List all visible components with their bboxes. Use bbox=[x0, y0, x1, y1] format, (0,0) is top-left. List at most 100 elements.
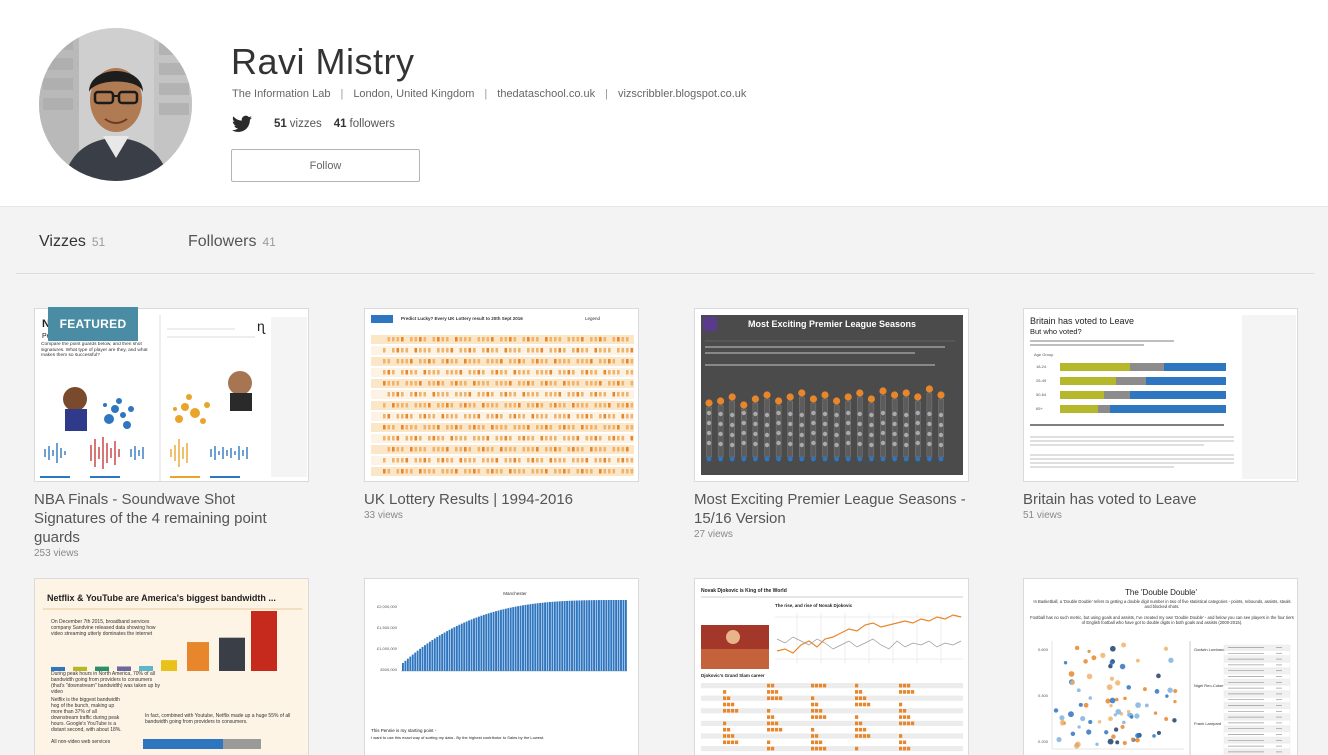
sales-bar bbox=[470, 619, 473, 671]
viz-thumbnail[interactable]: Britain has voted to Leave But who voted… bbox=[1023, 308, 1298, 482]
team-point bbox=[915, 420, 920, 426]
team-point bbox=[857, 421, 862, 427]
grid-cell bbox=[446, 370, 449, 375]
grid-cell bbox=[504, 447, 508, 452]
grid-cell bbox=[396, 392, 400, 397]
viz-thumbnail[interactable]: Manchester £2,000,000 £1,500,000 £1,000,… bbox=[364, 578, 639, 755]
grid-cell bbox=[383, 425, 386, 430]
player-point bbox=[1083, 702, 1089, 708]
career-cell bbox=[899, 721, 903, 726]
player-point bbox=[1115, 697, 1119, 702]
grid-cell bbox=[513, 348, 517, 353]
grid-cell bbox=[441, 337, 445, 342]
viz-thumbnail[interactable]: Novak Djokovic is King of the World The … bbox=[694, 578, 969, 755]
career-cell bbox=[859, 727, 863, 732]
sales-bar bbox=[441, 633, 444, 671]
viz-title[interactable]: UK Lottery Results | 1994-2016 bbox=[364, 491, 574, 508]
viz-card-brexit[interactable]: Britain has voted to Leave But who voted… bbox=[1023, 308, 1298, 521]
website-link-2[interactable]: vizscribbler.blogspot.co.uk bbox=[617, 88, 747, 100]
sales-bar bbox=[624, 600, 627, 671]
career-cell bbox=[811, 702, 815, 707]
grid-cell bbox=[383, 370, 386, 375]
grid-cell bbox=[450, 370, 454, 375]
player-point bbox=[1173, 699, 1177, 704]
viz-thumbnail[interactable]: Netflix & YouTube are America's biggest … bbox=[34, 578, 309, 755]
tab-followers[interactable]: Followers 41 bbox=[188, 233, 276, 251]
grid-cell bbox=[612, 436, 616, 441]
sales-bar bbox=[578, 600, 581, 671]
grid-cell bbox=[455, 370, 458, 375]
grid-cell bbox=[527, 392, 530, 397]
grid-cell bbox=[482, 381, 485, 386]
grid-cell bbox=[626, 392, 629, 397]
grid-cell bbox=[437, 425, 440, 430]
grid-cell bbox=[626, 403, 629, 408]
viz-card-nba[interactable]: FEATURED N Pe ɳ Compare the point guards… bbox=[34, 307, 309, 559]
player-point bbox=[1142, 687, 1147, 692]
grid-cell bbox=[608, 359, 611, 364]
tab-vizzes[interactable]: Vizzes 51 bbox=[39, 233, 105, 251]
sales-bar bbox=[451, 628, 453, 671]
viz-card-djokovic[interactable]: Novak Djokovic is King of the World The … bbox=[694, 578, 969, 755]
viz-card-manchester[interactable]: Manchester £2,000,000 £1,500,000 £1,000,… bbox=[364, 578, 639, 755]
viz-card-netflix[interactable]: Netflix & YouTube are America's biggest … bbox=[34, 578, 309, 755]
career-cell bbox=[855, 690, 859, 694]
grid-cell bbox=[396, 348, 400, 353]
career-cell bbox=[855, 683, 859, 688]
grid-cell bbox=[495, 469, 499, 474]
viz-title[interactable]: Most Exciting Premier League Seasons - 1… bbox=[694, 491, 966, 527]
grid-cell bbox=[518, 370, 521, 375]
grid-cell bbox=[392, 447, 395, 452]
grid-cell bbox=[576, 381, 580, 386]
career-cell bbox=[899, 709, 903, 713]
viz-thumbnail[interactable]: Predict Lucky? Every UK Lottery result t… bbox=[364, 308, 639, 482]
career-cell bbox=[811, 715, 815, 719]
grid-cell bbox=[630, 425, 634, 430]
grid-cell bbox=[554, 348, 557, 353]
viz-card-lottery[interactable]: Predict Lucky? Every UK Lottery result t… bbox=[364, 308, 639, 521]
viz-card-double-double[interactable]: The 'Double Double' In Basketball, a 'Do… bbox=[1023, 578, 1298, 755]
season-point bbox=[925, 385, 933, 393]
viz-title[interactable]: NBA Finals - Soundwave Shot Signatures o… bbox=[34, 491, 267, 546]
viz-thumbnail[interactable]: N Pe ɳ Compare the point guards below, a… bbox=[34, 308, 309, 482]
team-point bbox=[904, 422, 909, 428]
season-point bbox=[914, 393, 922, 401]
team-point bbox=[834, 412, 839, 418]
season-point bbox=[891, 391, 899, 399]
team-point bbox=[787, 456, 793, 462]
season-column bbox=[822, 398, 828, 458]
grid-cell bbox=[441, 414, 445, 419]
grid-cell bbox=[473, 403, 476, 408]
sales-bar bbox=[468, 620, 471, 671]
grid-cell bbox=[392, 348, 395, 353]
grid-cell bbox=[527, 458, 530, 463]
team-point bbox=[776, 410, 781, 416]
player-point bbox=[1078, 702, 1083, 707]
viz-thumbnail[interactable]: The 'Double Double' In Basketball, a 'Do… bbox=[1023, 578, 1298, 755]
viz-title[interactable]: Britain has voted to Leave bbox=[1023, 491, 1197, 508]
twitter-icon[interactable] bbox=[232, 115, 252, 133]
season-point bbox=[740, 401, 748, 409]
grid-cell bbox=[387, 425, 391, 430]
grid-cell bbox=[491, 458, 494, 463]
season-column bbox=[729, 400, 735, 458]
avatar[interactable] bbox=[39, 28, 192, 181]
team-point bbox=[718, 411, 723, 417]
viz-card-premier-league[interactable]: Most Exciting Premier League Seasons Mos… bbox=[694, 308, 969, 540]
grid-cell bbox=[423, 403, 427, 408]
grid-cell bbox=[477, 447, 481, 452]
grid-cell bbox=[509, 359, 512, 364]
follow-button[interactable]: Follow bbox=[231, 149, 420, 182]
career-cell bbox=[855, 727, 859, 732]
grid-cell bbox=[455, 359, 458, 364]
grid-cell bbox=[473, 469, 476, 474]
grid-cell bbox=[594, 425, 598, 430]
thumb-title: Netflix & YouTube are America's biggest … bbox=[47, 593, 276, 603]
grid-cell bbox=[392, 425, 395, 430]
viz-thumbnail[interactable]: Most Exciting Premier League Seasons bbox=[694, 308, 969, 482]
website-link-1[interactable]: thedataschool.co.uk bbox=[497, 88, 596, 100]
grid-cell bbox=[477, 425, 481, 430]
sales-bar bbox=[509, 607, 512, 671]
player-point bbox=[1104, 730, 1109, 735]
grid-cell bbox=[414, 403, 418, 408]
